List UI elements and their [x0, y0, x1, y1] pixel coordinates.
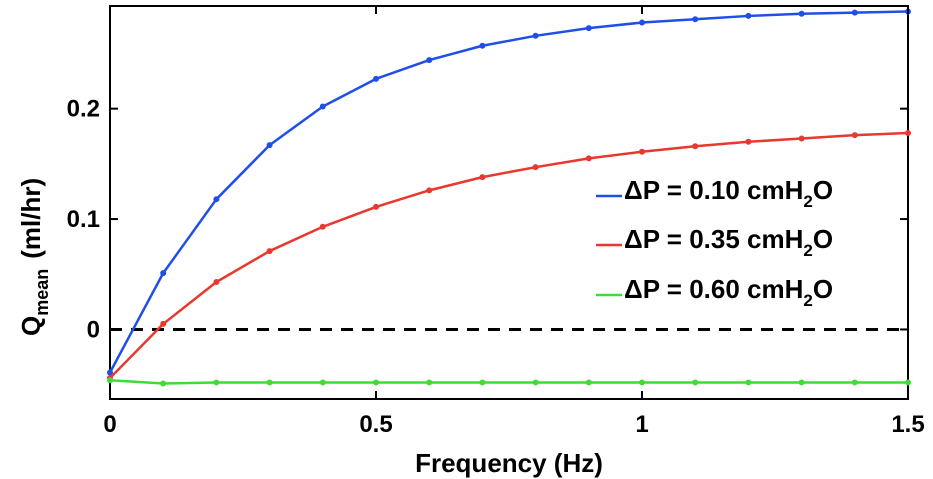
data-point: [426, 187, 433, 194]
legend-label-main: ΔP = 0.10 cmH: [624, 175, 803, 205]
series-line: [108, 10, 909, 374]
data-point: [479, 174, 486, 181]
series-line: [109, 131, 909, 379]
data-point: [213, 278, 220, 285]
data-point: [851, 379, 858, 386]
data-point: [479, 42, 486, 49]
data-point: [745, 12, 752, 19]
plot-area: [107, 5, 911, 400]
data-point: [639, 148, 645, 155]
data-point: [692, 379, 699, 386]
y-axis-title-main: Q: [16, 316, 46, 336]
x-tick-label: 1.5: [891, 411, 924, 438]
data-point: [585, 155, 592, 162]
y-tick-label: 0: [87, 316, 100, 343]
data-point: [585, 25, 592, 32]
data-point: [426, 379, 433, 386]
data-point: [532, 32, 539, 39]
legend-label-sub: 2: [803, 192, 812, 211]
series-2: [107, 129, 911, 382]
legend-label: ΔP = 0.60 cmH2O: [624, 274, 833, 310]
data-point: [532, 164, 539, 171]
data-point: [692, 16, 699, 23]
series-3: [107, 377, 911, 387]
data-point: [160, 380, 167, 387]
legend-label-suffix: O: [813, 224, 833, 254]
x-tick-label: 0.5: [359, 411, 392, 438]
legend-label: ΔP = 0.35 cmH2O: [624, 224, 833, 260]
legend-label-suffix: O: [813, 175, 833, 205]
data-point: [905, 129, 911, 136]
legend-label-suffix: O: [813, 274, 833, 304]
legend-label-main: ΔP = 0.35 cmH: [624, 224, 803, 254]
axis-ticks: 0 0.5 1 1.5 0 0.1 0.2: [67, 6, 925, 438]
data-point: [692, 143, 699, 150]
legend-label-sub: 2: [803, 241, 812, 260]
series-line: [109, 378, 908, 385]
data-point: [798, 135, 805, 142]
plot-frame: [109, 5, 909, 400]
data-point: [639, 19, 645, 26]
data-point: [213, 379, 220, 386]
y-axis-title: Qmean (ml/hr): [16, 178, 52, 336]
legend-item: ΔP = 0.60 cmH2O: [596, 274, 833, 310]
legend-item: ΔP = 0.35 cmH2O: [596, 224, 833, 260]
legend-label: ΔP = 0.10 cmH2O: [624, 175, 833, 211]
data-point: [426, 57, 433, 64]
data-point: [798, 10, 805, 17]
data-point: [745, 138, 752, 145]
data-point: [585, 379, 592, 386]
data-point: [905, 379, 911, 386]
x-axis-title: Frequency (Hz): [415, 448, 603, 478]
y-axis-title-sub: mean: [32, 269, 52, 316]
data-point: [798, 379, 805, 386]
data-point: [160, 270, 167, 277]
data-point: [851, 9, 858, 16]
data-point: [160, 320, 167, 327]
data-point: [373, 203, 379, 210]
data-point: [479, 379, 486, 386]
series-layer: [107, 8, 911, 387]
x-tick-label: 0: [103, 411, 116, 438]
data-point: [745, 379, 752, 386]
legend-label-main: ΔP = 0.60 cmH: [624, 274, 803, 304]
data-point: [213, 196, 220, 203]
data-point: [266, 142, 273, 149]
data-point: [373, 379, 379, 386]
x-tick-label: 1: [635, 411, 648, 438]
svg-text:Qmean(ml/hr): Qmean (ml/hr): [16, 178, 52, 336]
y-axis-title-unit: (ml/hr): [16, 178, 46, 259]
data-point: [107, 369, 113, 376]
legend-label-sub: 2: [803, 291, 812, 310]
series-1: [107, 8, 911, 376]
y-tick-label: 0.2: [67, 96, 100, 123]
legend-item: ΔP = 0.10 cmH2O: [596, 175, 833, 211]
data-point: [851, 132, 858, 139]
y-tick-label: 0.1: [67, 206, 100, 233]
data-point: [107, 377, 113, 384]
data-point: [319, 103, 326, 110]
data-point: [532, 379, 539, 386]
data-point: [266, 379, 273, 386]
data-point: [373, 75, 379, 82]
data-point: [639, 379, 645, 386]
data-point: [319, 223, 326, 230]
data-point: [266, 248, 273, 255]
data-point: [319, 379, 326, 386]
